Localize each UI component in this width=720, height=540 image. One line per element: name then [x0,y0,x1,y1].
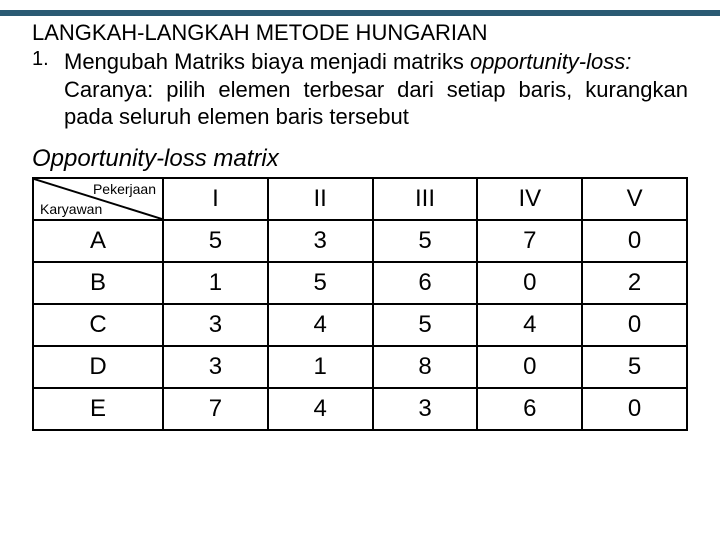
table-row: C 3 4 5 4 0 [33,304,687,346]
cell: 3 [163,346,268,388]
header-top-label: Pekerjaan [93,181,156,197]
cell: 8 [373,346,478,388]
slide-content: LANGKAH-LANGKAH METODE HUNGARIAN 1. Meng… [0,0,720,441]
header-diagonal-cell: Pekerjaan Karyawan [33,178,163,220]
cell: 1 [163,262,268,304]
col-header: V [582,178,687,220]
header-bottom-label: Karyawan [40,201,102,217]
cell: 5 [268,262,373,304]
row-label: D [33,346,163,388]
cell: 7 [163,388,268,430]
cell: 5 [373,304,478,346]
col-header: IV [477,178,582,220]
cell: 0 [477,262,582,304]
cell: 3 [268,220,373,262]
cell: 6 [477,388,582,430]
cell: 5 [373,220,478,262]
cell: 4 [268,304,373,346]
cell: 5 [163,220,268,262]
cell: 6 [373,262,478,304]
cell: 0 [582,304,687,346]
table-row: B 1 5 6 0 2 [33,262,687,304]
step-text: Mengubah Matriks biaya menjadi matriks o… [64,48,688,131]
step-number: 1. [32,48,52,131]
cell: 0 [582,388,687,430]
cell: 0 [477,346,582,388]
step-line-2: opportunity-loss: [470,49,631,74]
cell: 3 [373,388,478,430]
cell: 0 [582,220,687,262]
cell: 4 [477,304,582,346]
row-label: B [33,262,163,304]
step-row: 1. Mengubah Matriks biaya menjadi matrik… [32,48,688,131]
row-label: A [33,220,163,262]
accent-bar [0,10,720,16]
table-row: A 5 3 5 7 0 [33,220,687,262]
table-row: E 7 4 3 6 0 [33,388,687,430]
step-line-1: Mengubah Matriks biaya menjadi matriks [64,49,470,74]
cell: 5 [582,346,687,388]
cell: 7 [477,220,582,262]
cell: 3 [163,304,268,346]
row-label: C [33,304,163,346]
opportunity-loss-table: Pekerjaan Karyawan I II III IV V A 5 3 5… [32,177,688,431]
matrix-title: Opportunity-loss matrix [32,145,688,173]
cell: 2 [582,262,687,304]
cell: 4 [268,388,373,430]
row-label: E [33,388,163,430]
step-line-3: Caranya: pilih elemen terbesar dari seti… [64,77,688,130]
col-header: III [373,178,478,220]
col-header: I [163,178,268,220]
cell: 1 [268,346,373,388]
slide-title: LANGKAH-LANGKAH METODE HUNGARIAN [32,20,688,46]
table-header-row: Pekerjaan Karyawan I II III IV V [33,178,687,220]
col-header: II [268,178,373,220]
table-row: D 3 1 8 0 5 [33,346,687,388]
